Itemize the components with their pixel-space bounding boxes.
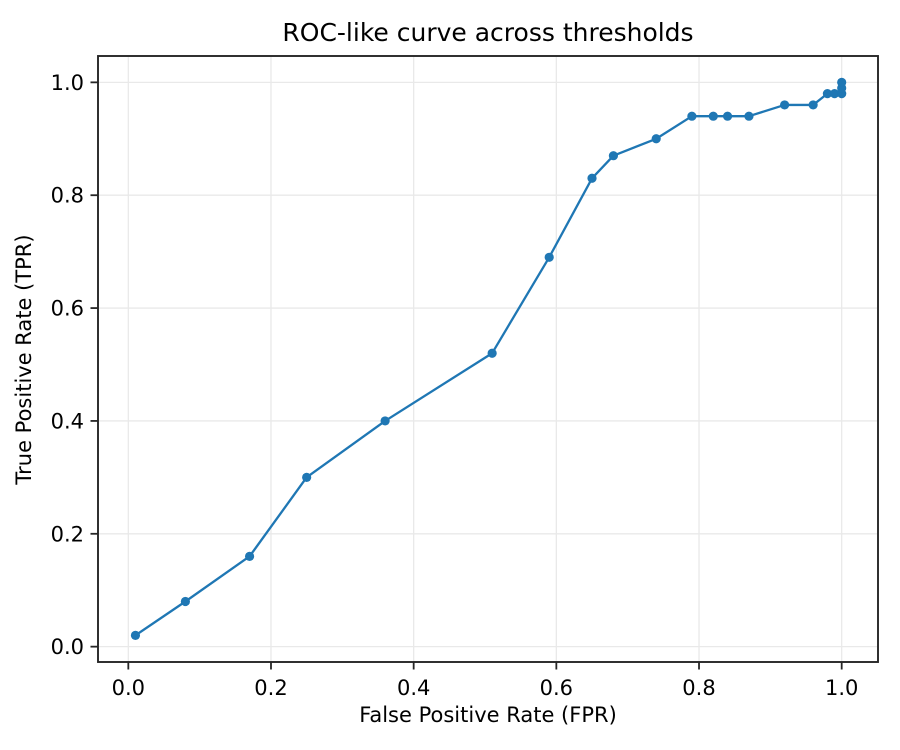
data-point-marker xyxy=(708,111,718,121)
series-layer xyxy=(130,77,847,640)
x-tick-label: 0.6 xyxy=(540,676,573,700)
data-point-marker xyxy=(380,416,390,426)
data-point-marker xyxy=(544,252,554,262)
data-point-marker xyxy=(829,89,840,99)
y-tick-label: 0.8 xyxy=(51,184,84,208)
x-tick-label: 0.4 xyxy=(397,676,430,700)
y-tick-label: 0.2 xyxy=(51,522,84,546)
data-point-marker xyxy=(244,551,255,561)
data-point-marker xyxy=(837,77,847,87)
data-point-marker xyxy=(722,111,733,121)
plot-area-border xyxy=(97,55,879,663)
data-point-marker xyxy=(302,472,312,482)
y-tick-label: 0.0 xyxy=(51,635,84,659)
y-axis-label: True Positive Rate (TPR) xyxy=(12,234,36,485)
x-tick-label: 0.8 xyxy=(682,676,715,700)
tick-labels-layer: 0.0 0.2 0.4 0.6 0.8 1.0 0.0 0.2 0.4 0.6 0.8 1.0 xyxy=(51,71,859,700)
y-tick-label: 0.4 xyxy=(51,409,84,433)
chart-title: ROC-like curve across thresholds xyxy=(282,18,693,47)
data-point-marker xyxy=(587,173,597,183)
y-tick-label: 0.6 xyxy=(51,297,84,321)
x-tick-label: 1.0 xyxy=(825,676,858,700)
data-point-marker xyxy=(180,596,190,607)
data-point-marker xyxy=(487,348,497,358)
data-point-marker xyxy=(608,151,619,161)
data-point-marker xyxy=(808,100,818,110)
y-tick-label: 1.0 xyxy=(51,71,84,95)
data-point-marker xyxy=(744,111,754,121)
data-point-marker xyxy=(130,630,141,640)
x-tick-label: 0.0 xyxy=(112,676,145,700)
data-point-marker xyxy=(822,89,833,99)
x-axis-label: False Positive Rate (FPR) xyxy=(359,703,617,727)
data-point-marker xyxy=(687,111,697,121)
x-tick-label: 0.2 xyxy=(254,676,287,700)
data-point-marker xyxy=(651,134,661,144)
gridlines-layer xyxy=(98,56,878,662)
roc-curve-line xyxy=(134,81,843,637)
data-point-marker xyxy=(780,100,790,110)
ticks-layer xyxy=(90,81,843,670)
